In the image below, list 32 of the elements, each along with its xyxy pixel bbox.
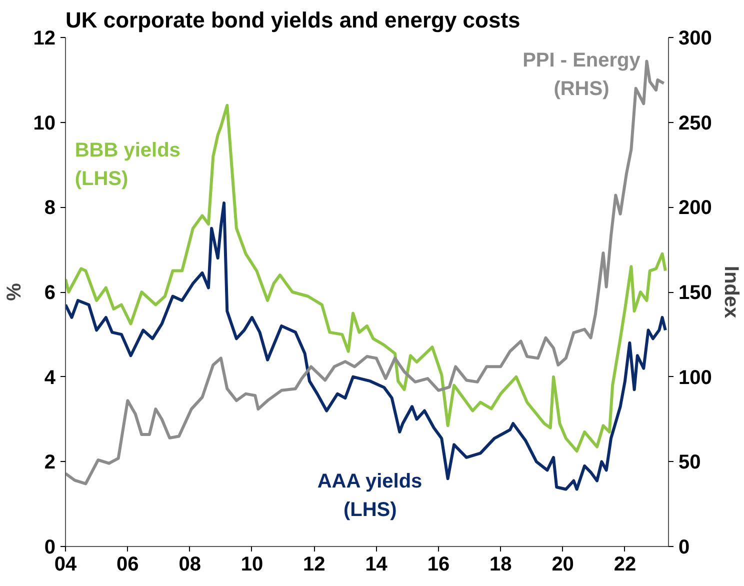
y-tick-label: 12 xyxy=(33,28,56,50)
y2-tick-label: 100 xyxy=(678,366,712,389)
y-tick-label: 4 xyxy=(44,366,56,389)
x-tick-label: 22 xyxy=(614,554,636,576)
y-tick-label: 8 xyxy=(44,197,56,220)
series-label: BBB yields (LHS) xyxy=(74,139,180,190)
y2-tick-label: 300 xyxy=(678,28,712,50)
chart-title: UK corporate bond yields and energy costs xyxy=(66,8,520,32)
x-tick-label: 04 xyxy=(54,554,78,576)
line-series xyxy=(66,201,667,491)
y-axis-title: % xyxy=(3,282,26,301)
y2-tick-label: 200 xyxy=(678,197,712,220)
x-tick-label: 20 xyxy=(552,554,574,576)
y-tick-label: 6 xyxy=(44,282,56,304)
y2-tick-label: 0 xyxy=(678,536,690,558)
series-label: PPI - Energy (RHS) xyxy=(522,50,642,100)
line-series xyxy=(66,104,667,453)
y2-axis-title: Index xyxy=(720,266,742,318)
y-tick-label: 0 xyxy=(44,536,56,558)
series-label: AAA yields (LHS) xyxy=(317,470,422,521)
y2-tick-label: 50 xyxy=(678,452,701,474)
y-tick-label: 2 xyxy=(44,452,56,474)
x-tick-label: 14 xyxy=(365,554,388,576)
y2-tick-label: 150 xyxy=(678,282,712,304)
x-tick-label: 08 xyxy=(178,554,201,576)
x-tick-label: 12 xyxy=(303,554,326,576)
y2-tick-label: 250 xyxy=(678,112,712,134)
x-tick-label: 16 xyxy=(427,554,450,576)
y-tick-label: 10 xyxy=(33,112,56,134)
x-tick-label: 10 xyxy=(240,554,264,576)
x-tick-label: 18 xyxy=(490,554,512,576)
x-tick-label: 06 xyxy=(116,554,139,576)
